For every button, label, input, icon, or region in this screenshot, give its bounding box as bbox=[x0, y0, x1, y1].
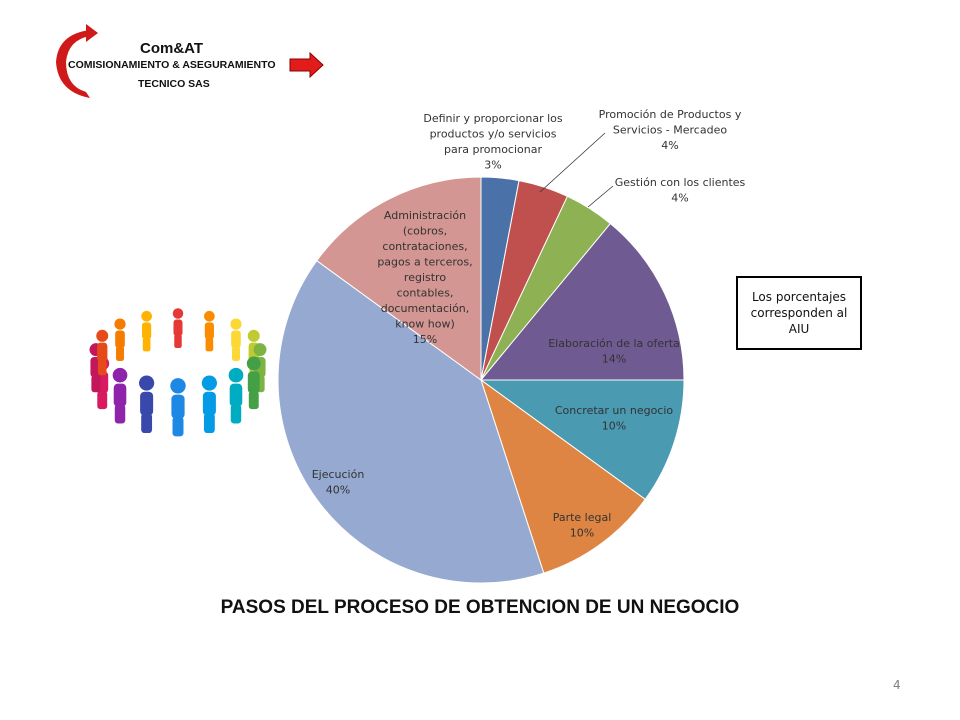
person-figure bbox=[112, 367, 128, 424]
slice-label: Elaboración de la oferta 14% bbox=[548, 337, 680, 366]
page-number: 4 bbox=[893, 678, 901, 692]
person-figure bbox=[114, 318, 126, 361]
pie-slice bbox=[480, 378, 646, 574]
pie-slice bbox=[277, 259, 545, 584]
slice-label: Definir y proporcionar los productos y/o … bbox=[423, 112, 563, 172]
person-figure bbox=[201, 375, 217, 434]
logo-title: Com&AT bbox=[140, 40, 204, 57]
person-figure bbox=[170, 378, 186, 437]
logo-line-1: COMISIONAMIENTO & ASEGURAMIENTO bbox=[68, 59, 276, 71]
pie-slice bbox=[479, 379, 685, 501]
person-figure bbox=[96, 329, 109, 376]
person-figure bbox=[172, 308, 184, 348]
pie-slice bbox=[479, 222, 685, 381]
person-figure bbox=[141, 310, 152, 352]
red-curved-arrow bbox=[56, 30, 90, 98]
person-figure bbox=[228, 367, 244, 424]
leader-line bbox=[539, 132, 606, 193]
slice-label: Gestión con los clientes 4% bbox=[615, 176, 746, 205]
person-figure bbox=[230, 318, 242, 361]
person-figure bbox=[204, 310, 215, 352]
note-box: Los porcentajes corresponden al AIU bbox=[736, 276, 862, 350]
logo-line-2: TECNICO SAS bbox=[138, 78, 210, 90]
company-logo bbox=[56, 24, 324, 98]
leader-line bbox=[587, 185, 614, 208]
chart-title: PASOS DEL PROCESO DE OBTENCION DE UN NEG… bbox=[220, 597, 740, 618]
slice-label: Concretar un negocio 10% bbox=[555, 404, 674, 433]
red-curved-arrow-head bbox=[86, 24, 98, 42]
red-right-arrow bbox=[289, 51, 324, 79]
slice-label: Administración (cobros, contrataciones, pag… bbox=[377, 209, 472, 346]
person-figure bbox=[139, 375, 155, 434]
slice-label: Parte legal 10% bbox=[553, 511, 612, 540]
slice-label: Promoción de Productos y Servicios - Merc… bbox=[599, 108, 742, 152]
people-circle-image bbox=[89, 308, 267, 437]
person-figure bbox=[246, 356, 261, 410]
pie-slice bbox=[316, 176, 482, 381]
slice-label: Ejecución 40% bbox=[312, 468, 365, 497]
